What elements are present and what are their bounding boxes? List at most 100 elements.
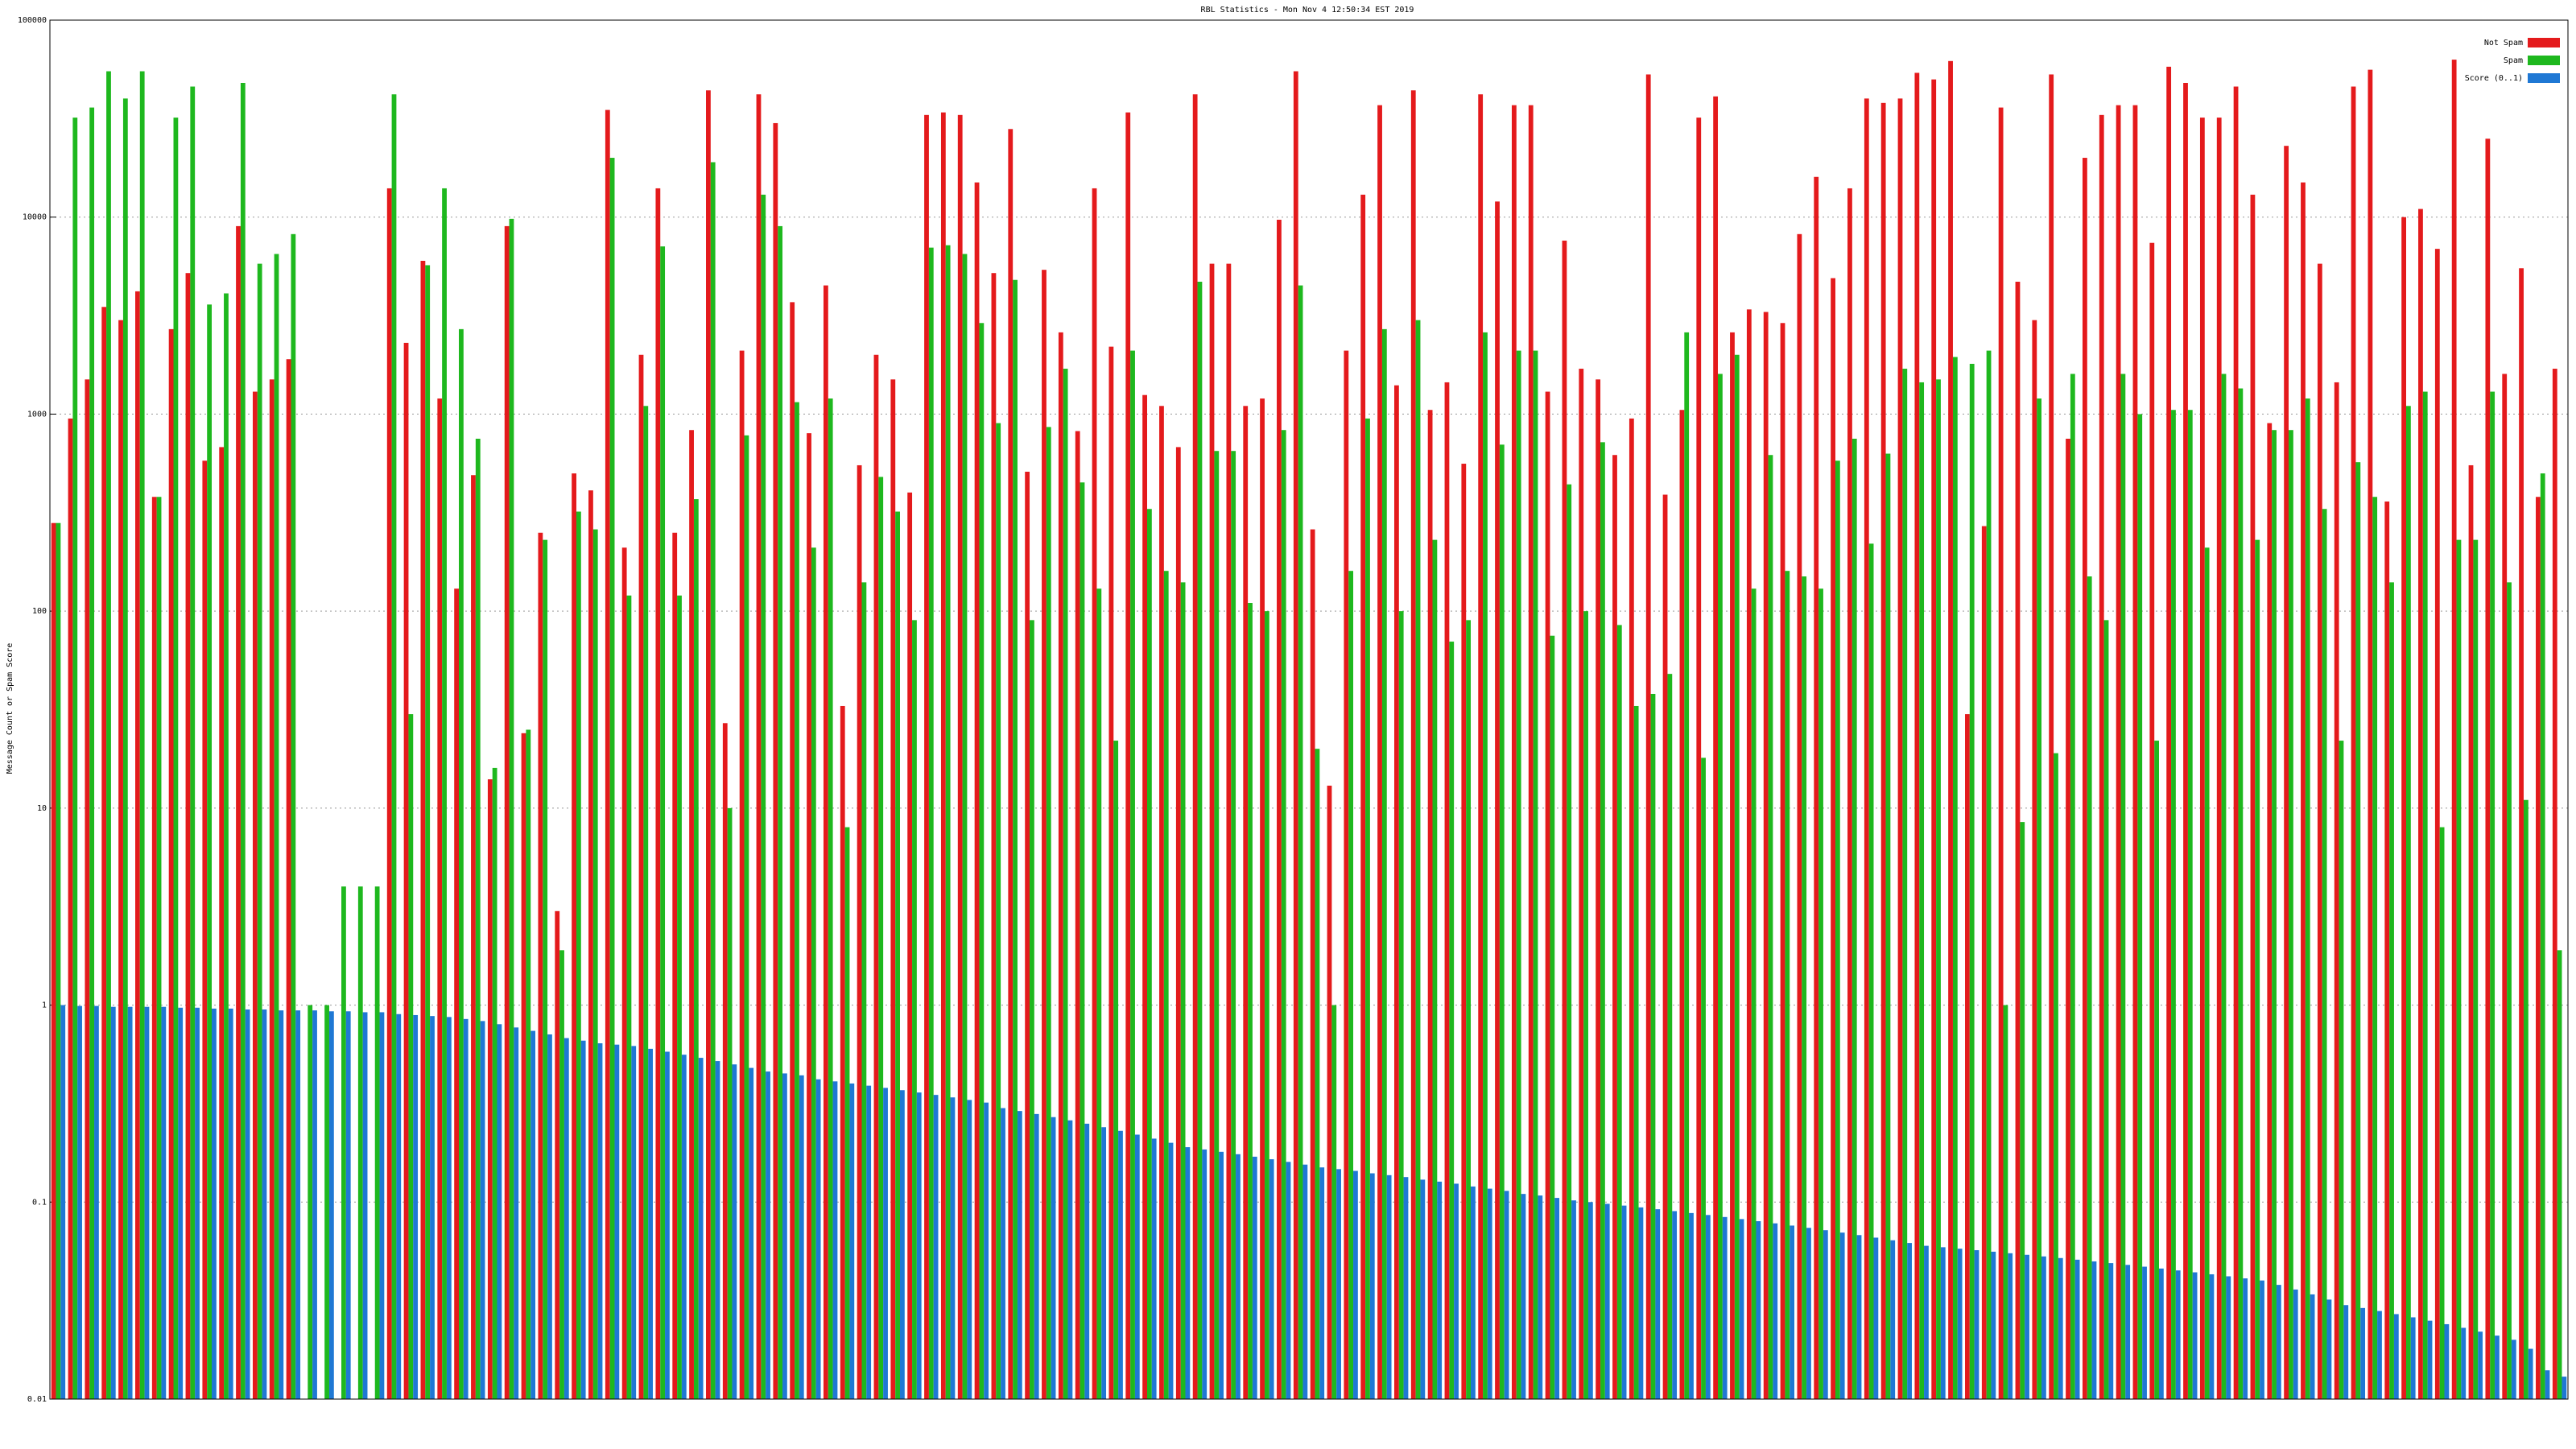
bar	[72, 118, 78, 1399]
bar	[744, 435, 749, 1400]
bar	[526, 729, 531, 1399]
bar	[648, 1048, 653, 1399]
bar	[2473, 539, 2479, 1400]
bar	[2209, 1274, 2215, 1399]
bar	[2528, 1348, 2533, 1399]
bar	[2293, 1289, 2298, 1399]
bar	[530, 1030, 536, 1399]
bar	[1381, 328, 1387, 1400]
bar	[1814, 176, 1819, 1400]
bar	[1579, 369, 1584, 1399]
bar	[2192, 1272, 2198, 1399]
bar	[1125, 112, 1131, 1399]
bar	[660, 246, 666, 1399]
bar	[77, 1005, 82, 1399]
bar	[2158, 1268, 2164, 1399]
bar	[262, 1009, 267, 1399]
bar	[1533, 350, 1538, 1399]
bar	[2132, 105, 2138, 1399]
bar	[588, 490, 593, 1399]
bar	[2260, 1280, 2264, 1399]
bar	[274, 254, 279, 1399]
bar	[2444, 1323, 2450, 1399]
bar	[1277, 219, 1282, 1400]
bar	[2267, 423, 2273, 1399]
bar	[2393, 1314, 2399, 1399]
bar	[681, 1055, 687, 1399]
bar	[2468, 464, 2474, 1399]
bar	[56, 522, 61, 1399]
y-tick-label: 0.01	[27, 1395, 47, 1404]
bar	[1679, 410, 1685, 1399]
bar	[437, 398, 443, 1400]
bar	[2540, 473, 2545, 1399]
bar	[1075, 431, 1080, 1399]
bar	[85, 379, 90, 1399]
bar	[168, 328, 174, 1400]
bar	[1880, 102, 1886, 1399]
bar	[2334, 382, 2339, 1400]
bar	[89, 107, 95, 1400]
bar	[178, 1007, 184, 1399]
bar	[1868, 543, 1874, 1399]
bar	[1017, 1111, 1022, 1399]
bar	[621, 547, 627, 1399]
bar	[2562, 1377, 2567, 1399]
bar	[1432, 539, 1438, 1400]
bar	[1897, 98, 1903, 1400]
bar	[2125, 1265, 2131, 1399]
bar	[1180, 582, 1186, 1399]
bar	[2276, 1285, 2281, 1399]
bar	[1293, 71, 1298, 1399]
bar	[1511, 105, 1517, 1399]
bar	[68, 418, 73, 1400]
bar	[2199, 118, 2205, 1399]
bar	[2495, 1335, 2500, 1399]
y-tick-label: 1	[42, 1001, 47, 1010]
bar	[1596, 379, 1601, 1399]
y-tick-label: 100	[32, 607, 47, 616]
bar	[1538, 1195, 1543, 1399]
bar	[1974, 1250, 1979, 1399]
bar	[324, 1005, 329, 1399]
bar	[840, 705, 845, 1399]
bar	[1554, 1198, 1560, 1399]
bar	[504, 225, 510, 1399]
bar	[1159, 406, 1164, 1399]
bar	[219, 447, 225, 1399]
bar	[576, 511, 581, 1400]
bar	[1763, 312, 1769, 1400]
bar	[2120, 374, 2126, 1399]
bar	[1621, 1205, 1627, 1399]
bar	[202, 460, 208, 1400]
bar	[2070, 374, 2075, 1399]
bar	[2490, 391, 2496, 1399]
bar	[1001, 1108, 1005, 1399]
bar	[308, 1005, 313, 1399]
bar	[228, 1008, 233, 1399]
bar	[2439, 827, 2445, 1399]
bar	[286, 359, 291, 1399]
bar	[1948, 60, 1953, 1400]
bar	[626, 595, 632, 1399]
bar	[2108, 1263, 2114, 1399]
bar	[1310, 529, 1315, 1399]
bar	[2401, 217, 2406, 1399]
bar	[245, 1009, 250, 1399]
bar	[2322, 509, 2327, 1399]
bar	[672, 532, 678, 1399]
bar	[2238, 388, 2244, 1399]
bar	[1504, 1191, 1509, 1399]
plot-frame	[49, 19, 2569, 1400]
bar	[1902, 369, 1908, 1399]
bar	[1890, 1240, 1896, 1399]
bar	[2041, 1256, 2046, 1399]
bar	[101, 307, 107, 1399]
bar	[861, 582, 867, 1399]
bar	[1650, 693, 1656, 1399]
bar	[51, 522, 56, 1399]
bar	[1991, 1251, 1996, 1399]
bar	[984, 1102, 989, 1399]
bar	[1751, 588, 1757, 1399]
bar	[1286, 1162, 1291, 1399]
